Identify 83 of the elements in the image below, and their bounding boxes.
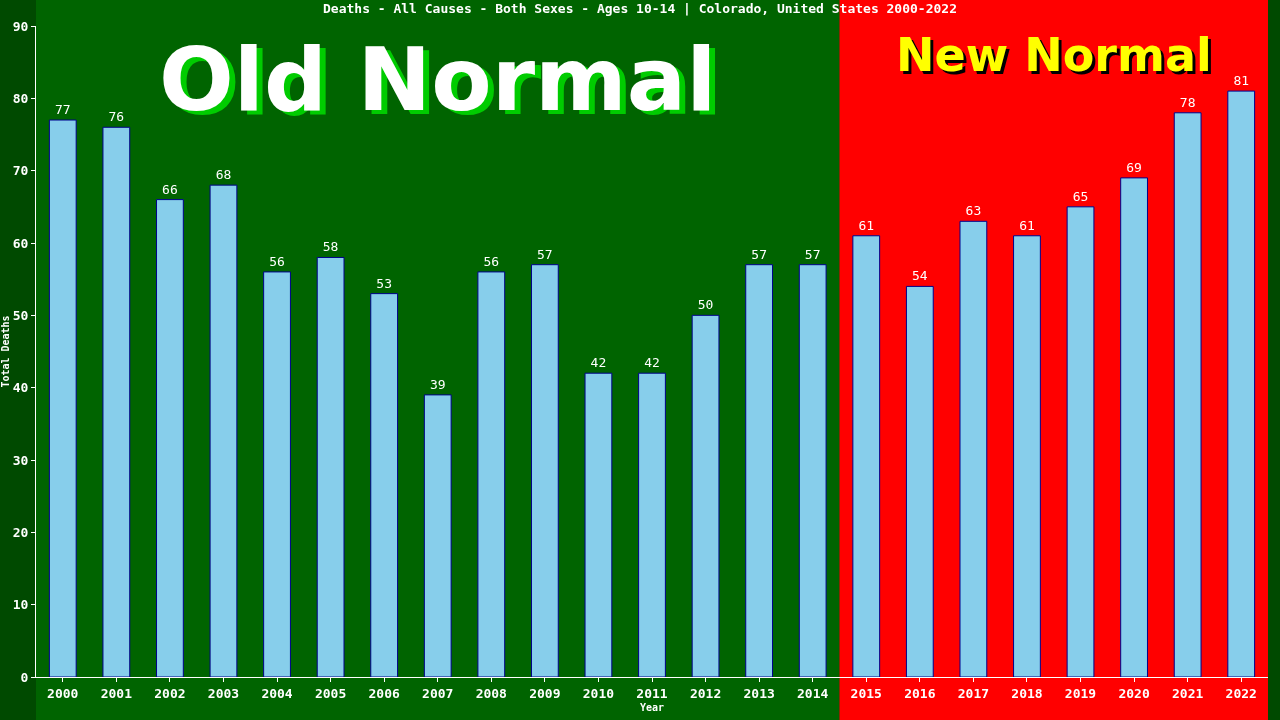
bar bbox=[852, 235, 881, 677]
data-label: 63 bbox=[965, 203, 982, 219]
bar bbox=[1066, 206, 1095, 677]
y-tick-label: 80 bbox=[12, 90, 29, 106]
y-tick-label: 60 bbox=[12, 235, 29, 251]
data-label: 78 bbox=[1179, 94, 1196, 110]
data-label: 53 bbox=[376, 275, 392, 291]
bar bbox=[905, 285, 934, 677]
x-tick-label: 2007 bbox=[422, 685, 454, 701]
x-tick-label: 2009 bbox=[529, 685, 561, 701]
x-tick-label: 2011 bbox=[636, 685, 668, 701]
x-tick-label: 2017 bbox=[957, 685, 990, 701]
bar bbox=[477, 271, 506, 677]
bar bbox=[959, 220, 988, 677]
data-label: 57 bbox=[804, 246, 821, 262]
data-label: 69 bbox=[1126, 159, 1142, 175]
data-label: 65 bbox=[1072, 188, 1089, 204]
band-label: Old Normal bbox=[159, 28, 717, 131]
bar bbox=[638, 372, 666, 677]
data-label: 68 bbox=[215, 167, 232, 183]
x-tick-label: 2019 bbox=[1064, 685, 1097, 701]
x-tick-label: 2002 bbox=[154, 685, 186, 701]
data-label: 54 bbox=[911, 268, 928, 284]
x-tick-label: 2003 bbox=[207, 685, 240, 701]
bar bbox=[1120, 177, 1148, 677]
bar bbox=[48, 119, 77, 677]
data-label: 61 bbox=[1019, 217, 1035, 233]
y-axis-title: Total Deaths bbox=[0, 315, 11, 388]
x-tick-label: 2008 bbox=[475, 685, 508, 701]
x-tick-label: 2018 bbox=[1011, 685, 1043, 701]
x-tick-label: 2022 bbox=[1225, 685, 1257, 701]
bar bbox=[1013, 235, 1041, 677]
bar bbox=[209, 184, 238, 677]
y-tick-label: 70 bbox=[12, 163, 29, 179]
data-label: 42 bbox=[644, 355, 660, 371]
data-label: 57 bbox=[751, 246, 767, 262]
bar bbox=[691, 314, 720, 677]
x-tick-label: 2015 bbox=[850, 685, 882, 701]
x-tick-label: 2010 bbox=[582, 685, 615, 701]
y-tick-label: 90 bbox=[12, 18, 29, 34]
data-label: 58 bbox=[322, 239, 339, 255]
data-label: 50 bbox=[697, 297, 714, 313]
bar bbox=[1173, 112, 1202, 677]
data-label: 61 bbox=[858, 217, 875, 233]
bar bbox=[798, 264, 827, 677]
y-tick-label: 40 bbox=[12, 380, 29, 396]
bar bbox=[423, 394, 452, 677]
y-tick-label: 30 bbox=[12, 452, 29, 468]
bar bbox=[316, 256, 345, 677]
x-tick-label: 2004 bbox=[261, 685, 293, 701]
data-label: 56 bbox=[483, 253, 500, 269]
x-axis-title: Year bbox=[639, 702, 665, 714]
x-tick-label: 2005 bbox=[314, 685, 347, 701]
bar bbox=[102, 126, 131, 677]
data-label: 77 bbox=[54, 102, 71, 118]
y-tick-label: 20 bbox=[12, 524, 29, 540]
x-tick-label: 2021 bbox=[1171, 685, 1204, 701]
y-tick-label: 10 bbox=[12, 597, 29, 613]
data-label: 56 bbox=[269, 253, 285, 269]
x-tick-label: 2020 bbox=[1118, 685, 1150, 701]
bar bbox=[370, 293, 399, 677]
data-label: 57 bbox=[537, 246, 553, 262]
bar bbox=[745, 264, 774, 677]
x-tick-label: 2006 bbox=[368, 685, 400, 701]
bar bbox=[584, 372, 613, 677]
data-label: 66 bbox=[162, 181, 178, 197]
x-tick-label: 2000 bbox=[47, 685, 79, 701]
y-tick-label: 50 bbox=[12, 307, 29, 323]
data-label: 39 bbox=[429, 376, 446, 392]
bar bbox=[530, 264, 559, 677]
data-label: 76 bbox=[108, 109, 125, 125]
data-label: 81 bbox=[1233, 73, 1250, 89]
x-tick-label: 2016 bbox=[904, 685, 936, 701]
x-tick-label: 2012 bbox=[689, 685, 722, 701]
bar bbox=[263, 271, 291, 677]
x-tick-label: 2014 bbox=[797, 685, 829, 701]
x-tick-label: 2001 bbox=[100, 685, 133, 701]
y-tick-label: 0 bbox=[20, 669, 29, 685]
bar bbox=[156, 199, 184, 677]
data-label: 42 bbox=[590, 355, 607, 371]
band-label: New Normal bbox=[896, 28, 1212, 82]
bar bbox=[1227, 90, 1256, 677]
x-tick-label: 2013 bbox=[743, 685, 775, 701]
